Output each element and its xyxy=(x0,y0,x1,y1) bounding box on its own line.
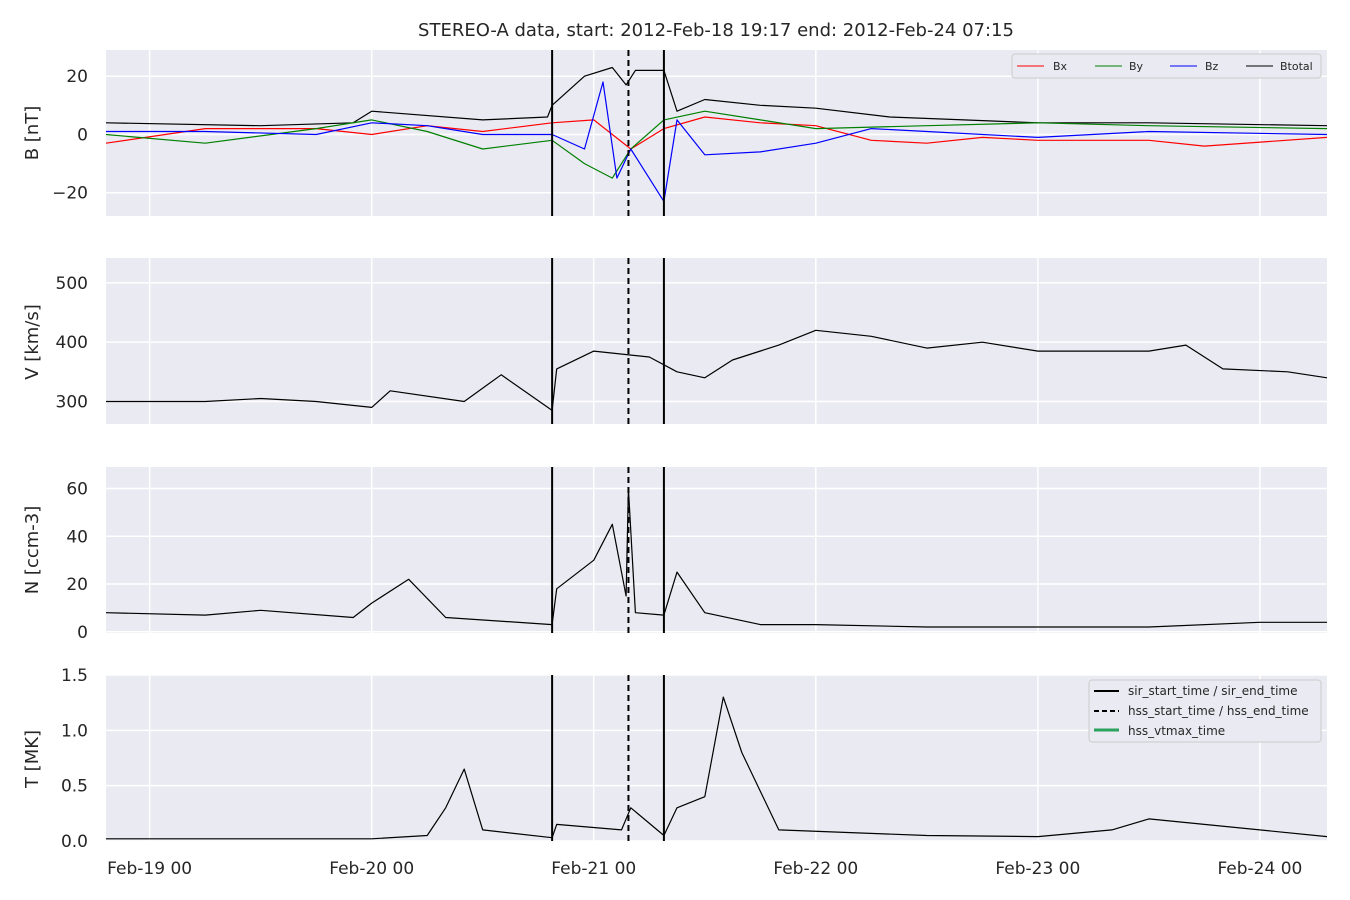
y-tick-label: 40 xyxy=(66,527,88,547)
btotal-legend-label: Btotal xyxy=(1280,60,1313,73)
series-bz-line xyxy=(106,81,1328,202)
b-legend: Bx By Bz Btotal xyxy=(1011,53,1322,79)
by-legend-label: By xyxy=(1129,60,1144,73)
x-tick-label: Feb-19 00 xyxy=(107,859,192,879)
x-tick-label: Feb-21 00 xyxy=(551,859,636,879)
y-tick-label: 0 xyxy=(77,125,88,145)
event-legend: sir_start_time / sir_end_time hss_start_… xyxy=(1088,679,1322,743)
series-n-line xyxy=(105,487,1327,628)
series-by-line xyxy=(105,110,1328,179)
y-tick-label: 20 xyxy=(66,575,88,595)
hss-legend-label: hss_start_time / hss_end_time xyxy=(1128,704,1309,718)
y-tick-label: 0.0 xyxy=(61,832,88,852)
x-tick-label: Feb-20 00 xyxy=(329,859,414,879)
bz-legend-label: Bz xyxy=(1205,60,1219,73)
event-legend-box xyxy=(1088,679,1322,743)
series-v-line xyxy=(106,329,1328,411)
x-tick-label: Feb-23 00 xyxy=(995,859,1080,879)
series-bx-line xyxy=(105,116,1328,150)
b-panel-ylabel: B [nT] xyxy=(22,106,43,161)
n-plot-area xyxy=(106,467,1327,633)
t-panel-ylabel: T [MK] xyxy=(22,730,43,789)
y-tick-label: −20 xyxy=(52,184,88,204)
y-tick-label: 500 xyxy=(56,274,88,294)
y-tick-label: 20 xyxy=(66,67,88,87)
sir-legend-label: sir_start_time / sir_end_time xyxy=(1128,684,1298,698)
y-tick-label: 0 xyxy=(77,623,88,643)
figure-title: STEREO-A data, start: 2012-Feb-18 19:17 … xyxy=(418,20,1014,41)
y-tick-label: 400 xyxy=(56,333,88,353)
x-tick-label: Feb-24 00 xyxy=(1217,859,1302,879)
v-plot-area xyxy=(106,258,1327,424)
bx-legend-label: Bx xyxy=(1053,60,1068,73)
n-density-panel: N [ccm-3] 0 20 40 60 xyxy=(22,467,1327,643)
y-tick-label: 1.5 xyxy=(61,666,88,686)
n-panel-ylabel: N [ccm-3] xyxy=(22,506,43,595)
y-tick-label: 1.0 xyxy=(61,721,88,741)
vtmax-legend-label: hss_vtmax_time xyxy=(1128,724,1225,738)
y-tick-label: 0.5 xyxy=(61,777,88,797)
y-tick-label: 60 xyxy=(66,479,88,499)
v-speed-panel: V [km/s] 300 400 500 xyxy=(22,258,1328,424)
series-btotal-line xyxy=(105,66,1328,127)
v-panel-ylabel: V [km/s] xyxy=(22,304,43,379)
b-legend-box xyxy=(1011,53,1322,79)
x-tick-label: Feb-22 00 xyxy=(773,859,858,879)
y-tick-label: 300 xyxy=(56,392,88,412)
